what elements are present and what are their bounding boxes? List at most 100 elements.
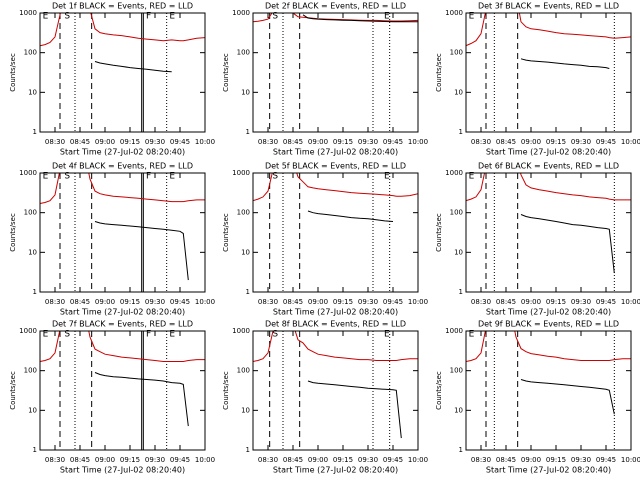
x-tick-label: 09:15 — [120, 456, 140, 464]
y-tick-label: 100 — [24, 367, 37, 375]
event-label: S — [272, 330, 278, 340]
x-axis-label: Start Time (27-Jul-02 08:20:40) — [486, 148, 611, 157]
plot-frame — [252, 12, 419, 133]
series-line — [520, 58, 610, 69]
series-line — [520, 379, 615, 415]
x-tick-label: 09:30 — [145, 456, 165, 464]
x-tick-label: 10:00 — [195, 298, 215, 306]
x-axis-label: Start Time (27-Jul-02 08:20:40) — [60, 466, 185, 475]
series-line — [253, 173, 418, 202]
x-tick-label: 08:30 — [471, 298, 491, 306]
y-tick-label: 100 — [237, 367, 250, 375]
y-tick-label: 10 — [241, 248, 250, 256]
y-tick-label: 1000 — [19, 327, 37, 335]
plot-frame — [252, 330, 419, 451]
y-tick-label: 10 — [454, 88, 463, 96]
x-tick-label: 08:30 — [258, 456, 278, 464]
y-tick-label: 100 — [450, 367, 463, 375]
x-tick-label: 09:00 — [95, 456, 115, 464]
x-tick-label: 09:30 — [358, 456, 378, 464]
y-tick-label: 1000 — [445, 169, 463, 177]
y-tick-label: 10 — [28, 406, 37, 414]
series-line — [94, 221, 189, 281]
y-axis-label: Counts/sec — [222, 53, 230, 92]
series-line — [94, 372, 189, 427]
y-axis-label: Counts/sec — [222, 371, 230, 410]
x-axis-label: Start Time (27-Jul-02 08:20:40) — [273, 148, 398, 157]
panel: Det 1f BLACK = Events, RED = LLD Start Ti… — [9, 2, 215, 157]
series-line — [94, 61, 172, 73]
x-tick-label: 09:45 — [170, 298, 190, 306]
event-label: E — [384, 330, 390, 340]
y-axis-label: Counts/sec — [435, 213, 443, 252]
y-tick-label: 100 — [450, 49, 463, 57]
y-tick-label: 1000 — [445, 327, 463, 335]
event-label: E — [469, 12, 475, 22]
series-line — [520, 214, 615, 274]
event-label: E — [169, 172, 175, 182]
y-tick-label: 1000 — [19, 169, 37, 177]
plot-frame — [39, 330, 206, 451]
series-line — [253, 331, 418, 362]
y-tick-label: 10 — [28, 248, 37, 256]
series-line — [466, 331, 631, 362]
x-tick-label: 09:45 — [170, 138, 190, 146]
x-tick-label: 09:15 — [546, 298, 566, 306]
x-tick-label: 08:45 — [496, 456, 516, 464]
event-label: E — [169, 330, 175, 340]
x-tick-label: 08:45 — [70, 456, 90, 464]
x-tick-label: 09:45 — [383, 456, 403, 464]
x-tick-label: 10:00 — [408, 456, 428, 464]
x-tick-label: 10:00 — [408, 138, 428, 146]
x-tick-label: 09:15 — [333, 138, 353, 146]
plot-area — [466, 13, 631, 132]
chart-title: Det 3f BLACK = Events, RED = LLD — [478, 2, 619, 11]
event-label: S — [272, 172, 278, 182]
series-line — [307, 210, 394, 222]
x-tick-label: 10:00 — [195, 138, 215, 146]
x-tick-label: 09:30 — [145, 298, 165, 306]
y-tick-label: 1 — [246, 446, 250, 454]
plot-area — [253, 331, 418, 450]
y-tick-label: 1000 — [232, 9, 250, 17]
y-tick-label: 10 — [28, 88, 37, 96]
y-tick-label: 1000 — [19, 9, 37, 17]
x-tick-label: 08:30 — [45, 456, 65, 464]
x-axis-label: Start Time (27-Jul-02 08:20:40) — [273, 466, 398, 475]
chart-title: Det 8f BLACK = Events, RED = LLD — [265, 320, 406, 329]
x-tick-label: 09:15 — [120, 298, 140, 306]
x-tick-label: 08:30 — [258, 298, 278, 306]
panel: Det 6f BLACK = Events, RED = LLD Start Ti… — [435, 162, 640, 317]
series-line — [40, 331, 205, 362]
panel: Det 5f BLACK = Events, RED = LLD Start Ti… — [222, 162, 428, 317]
series-line — [307, 380, 402, 439]
x-axis-label: Start Time (27-Jul-02 08:20:40) — [273, 308, 398, 317]
x-tick-label: 08:30 — [45, 298, 65, 306]
y-tick-label: 1000 — [232, 169, 250, 177]
x-tick-label: 09:45 — [170, 456, 190, 464]
x-tick-label: 08:45 — [496, 138, 516, 146]
panel: Det 3f BLACK = Events, RED = LLD Start Ti… — [435, 2, 640, 157]
event-label: F — [146, 12, 151, 22]
y-axis-label: Counts/sec — [435, 53, 443, 92]
chart-title: Det 9f BLACK = Events, RED = LLD — [478, 320, 619, 329]
x-tick-label: 10:00 — [621, 138, 640, 146]
x-tick-label: 09:45 — [596, 138, 616, 146]
x-tick-label: 10:00 — [621, 456, 640, 464]
x-tick-label: 09:30 — [358, 138, 378, 146]
x-tick-label: 09:00 — [521, 456, 541, 464]
y-tick-label: 100 — [237, 49, 250, 57]
panel: Det 2f BLACK = Events, RED = LLD Start Ti… — [222, 2, 428, 157]
y-tick-label: 1 — [459, 288, 463, 296]
x-tick-label: 08:30 — [471, 456, 491, 464]
x-tick-label: 09:15 — [546, 456, 566, 464]
y-tick-label: 1000 — [445, 9, 463, 17]
y-tick-label: 1 — [246, 128, 250, 136]
chart-title: Det 7f BLACK = Events, RED = LLD — [52, 320, 193, 329]
plot-area — [40, 331, 205, 450]
x-tick-label: 09:45 — [383, 138, 403, 146]
y-tick-label: 100 — [450, 209, 463, 217]
x-tick-label: 10:00 — [408, 298, 428, 306]
series-line — [466, 173, 631, 202]
chart-title: Det 2f BLACK = Events, RED = LLD — [265, 2, 406, 11]
